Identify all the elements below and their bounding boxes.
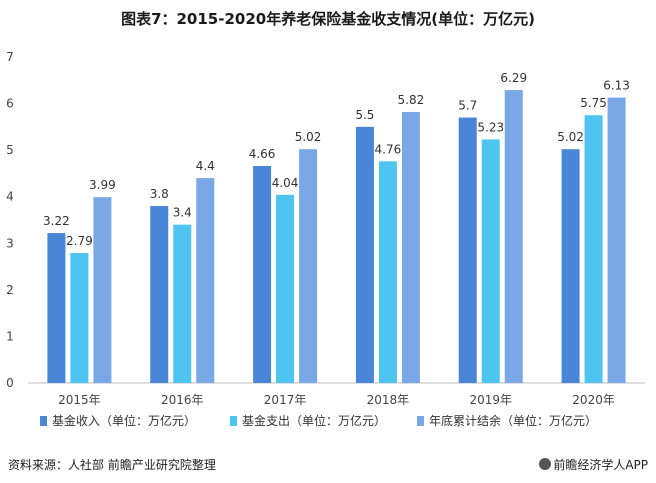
bar — [173, 224, 192, 383]
source-note: 资料来源：人社部 前瞻产业研究院整理 — [8, 458, 216, 472]
data-label: 5.02 — [295, 130, 322, 144]
data-label: 3.8 — [150, 187, 169, 201]
legend-label: 年底累计结余（单位：万亿元） — [429, 413, 597, 428]
bar — [355, 126, 374, 383]
bar — [196, 178, 215, 383]
legend-swatch — [40, 416, 47, 426]
bar — [47, 233, 66, 383]
legend-label: 基金收入（单位：万亿元） — [52, 413, 196, 428]
bar — [253, 165, 272, 383]
bar — [299, 149, 318, 383]
data-label: 4.76 — [375, 142, 402, 156]
data-label: 5.02 — [557, 130, 584, 144]
x-axis: 2015年 2016年 2017年 2018年 2019年 2020年 — [58, 393, 615, 407]
bar — [150, 206, 169, 383]
x-tick-label: 2020年 — [572, 393, 615, 407]
brand-logo-icon — [539, 458, 552, 470]
y-tick-label: 7 — [6, 50, 14, 64]
bar — [504, 90, 523, 384]
bar — [276, 194, 295, 383]
data-labels: 3.22 2.79 3.99 3.8 3.4 4.4 4.66 4.04 5.02 5.5 4.76… — [43, 71, 630, 248]
y-tick-label: 0 — [6, 376, 14, 390]
y-tick-label: 6 — [6, 97, 14, 111]
data-label: 2.79 — [66, 234, 93, 248]
legend: 基金收入（单位：万亿元） 基金支出（单位：万亿元） 年底累计结余（单位：万亿元） — [40, 413, 597, 428]
bar — [584, 115, 603, 383]
x-tick-label: 2015年 — [58, 393, 101, 407]
data-label: 5.82 — [398, 93, 425, 107]
x-tick-label: 2016年 — [161, 393, 204, 407]
bar — [401, 111, 420, 383]
y-axis: 0 1 2 3 4 5 6 7 — [6, 50, 14, 390]
legend-swatch — [417, 416, 424, 426]
legend-swatch — [230, 416, 237, 426]
data-label: 3.99 — [89, 178, 116, 192]
data-label: 5.75 — [580, 96, 607, 110]
bar — [561, 149, 580, 383]
bar — [93, 197, 112, 383]
x-tick-label: 2019年 — [469, 393, 512, 407]
data-label: 4.04 — [272, 176, 299, 190]
brand-label: 前瞻经济学人APP — [539, 456, 648, 473]
y-tick-label: 4 — [6, 190, 14, 204]
bar — [607, 97, 626, 383]
bar — [458, 117, 477, 384]
x-tick-label: 2017年 — [264, 393, 307, 407]
bar — [481, 139, 500, 383]
bars — [47, 90, 626, 384]
y-tick-label: 5 — [6, 143, 14, 157]
chart-title: 图表7：2015-2020年养老保险基金收支情况(单位：万亿元) — [121, 10, 535, 28]
data-label: 6.29 — [500, 71, 527, 85]
data-label: 5.5 — [355, 108, 374, 122]
data-label: 3.22 — [43, 214, 70, 228]
data-label: 5.7 — [458, 99, 477, 113]
data-label: 5.23 — [477, 120, 504, 134]
data-label: 4.66 — [249, 147, 276, 161]
data-label: 3.4 — [173, 206, 192, 220]
x-tick-label: 2018年 — [367, 393, 410, 407]
data-label: 6.13 — [603, 79, 630, 93]
bar — [378, 161, 397, 383]
bar — [70, 253, 89, 383]
y-tick-label: 1 — [6, 329, 14, 343]
data-label: 4.4 — [196, 159, 215, 173]
legend-label: 基金支出（单位：万亿元） — [242, 413, 386, 428]
y-tick-label: 3 — [6, 236, 14, 250]
y-tick-label: 2 — [6, 283, 14, 297]
